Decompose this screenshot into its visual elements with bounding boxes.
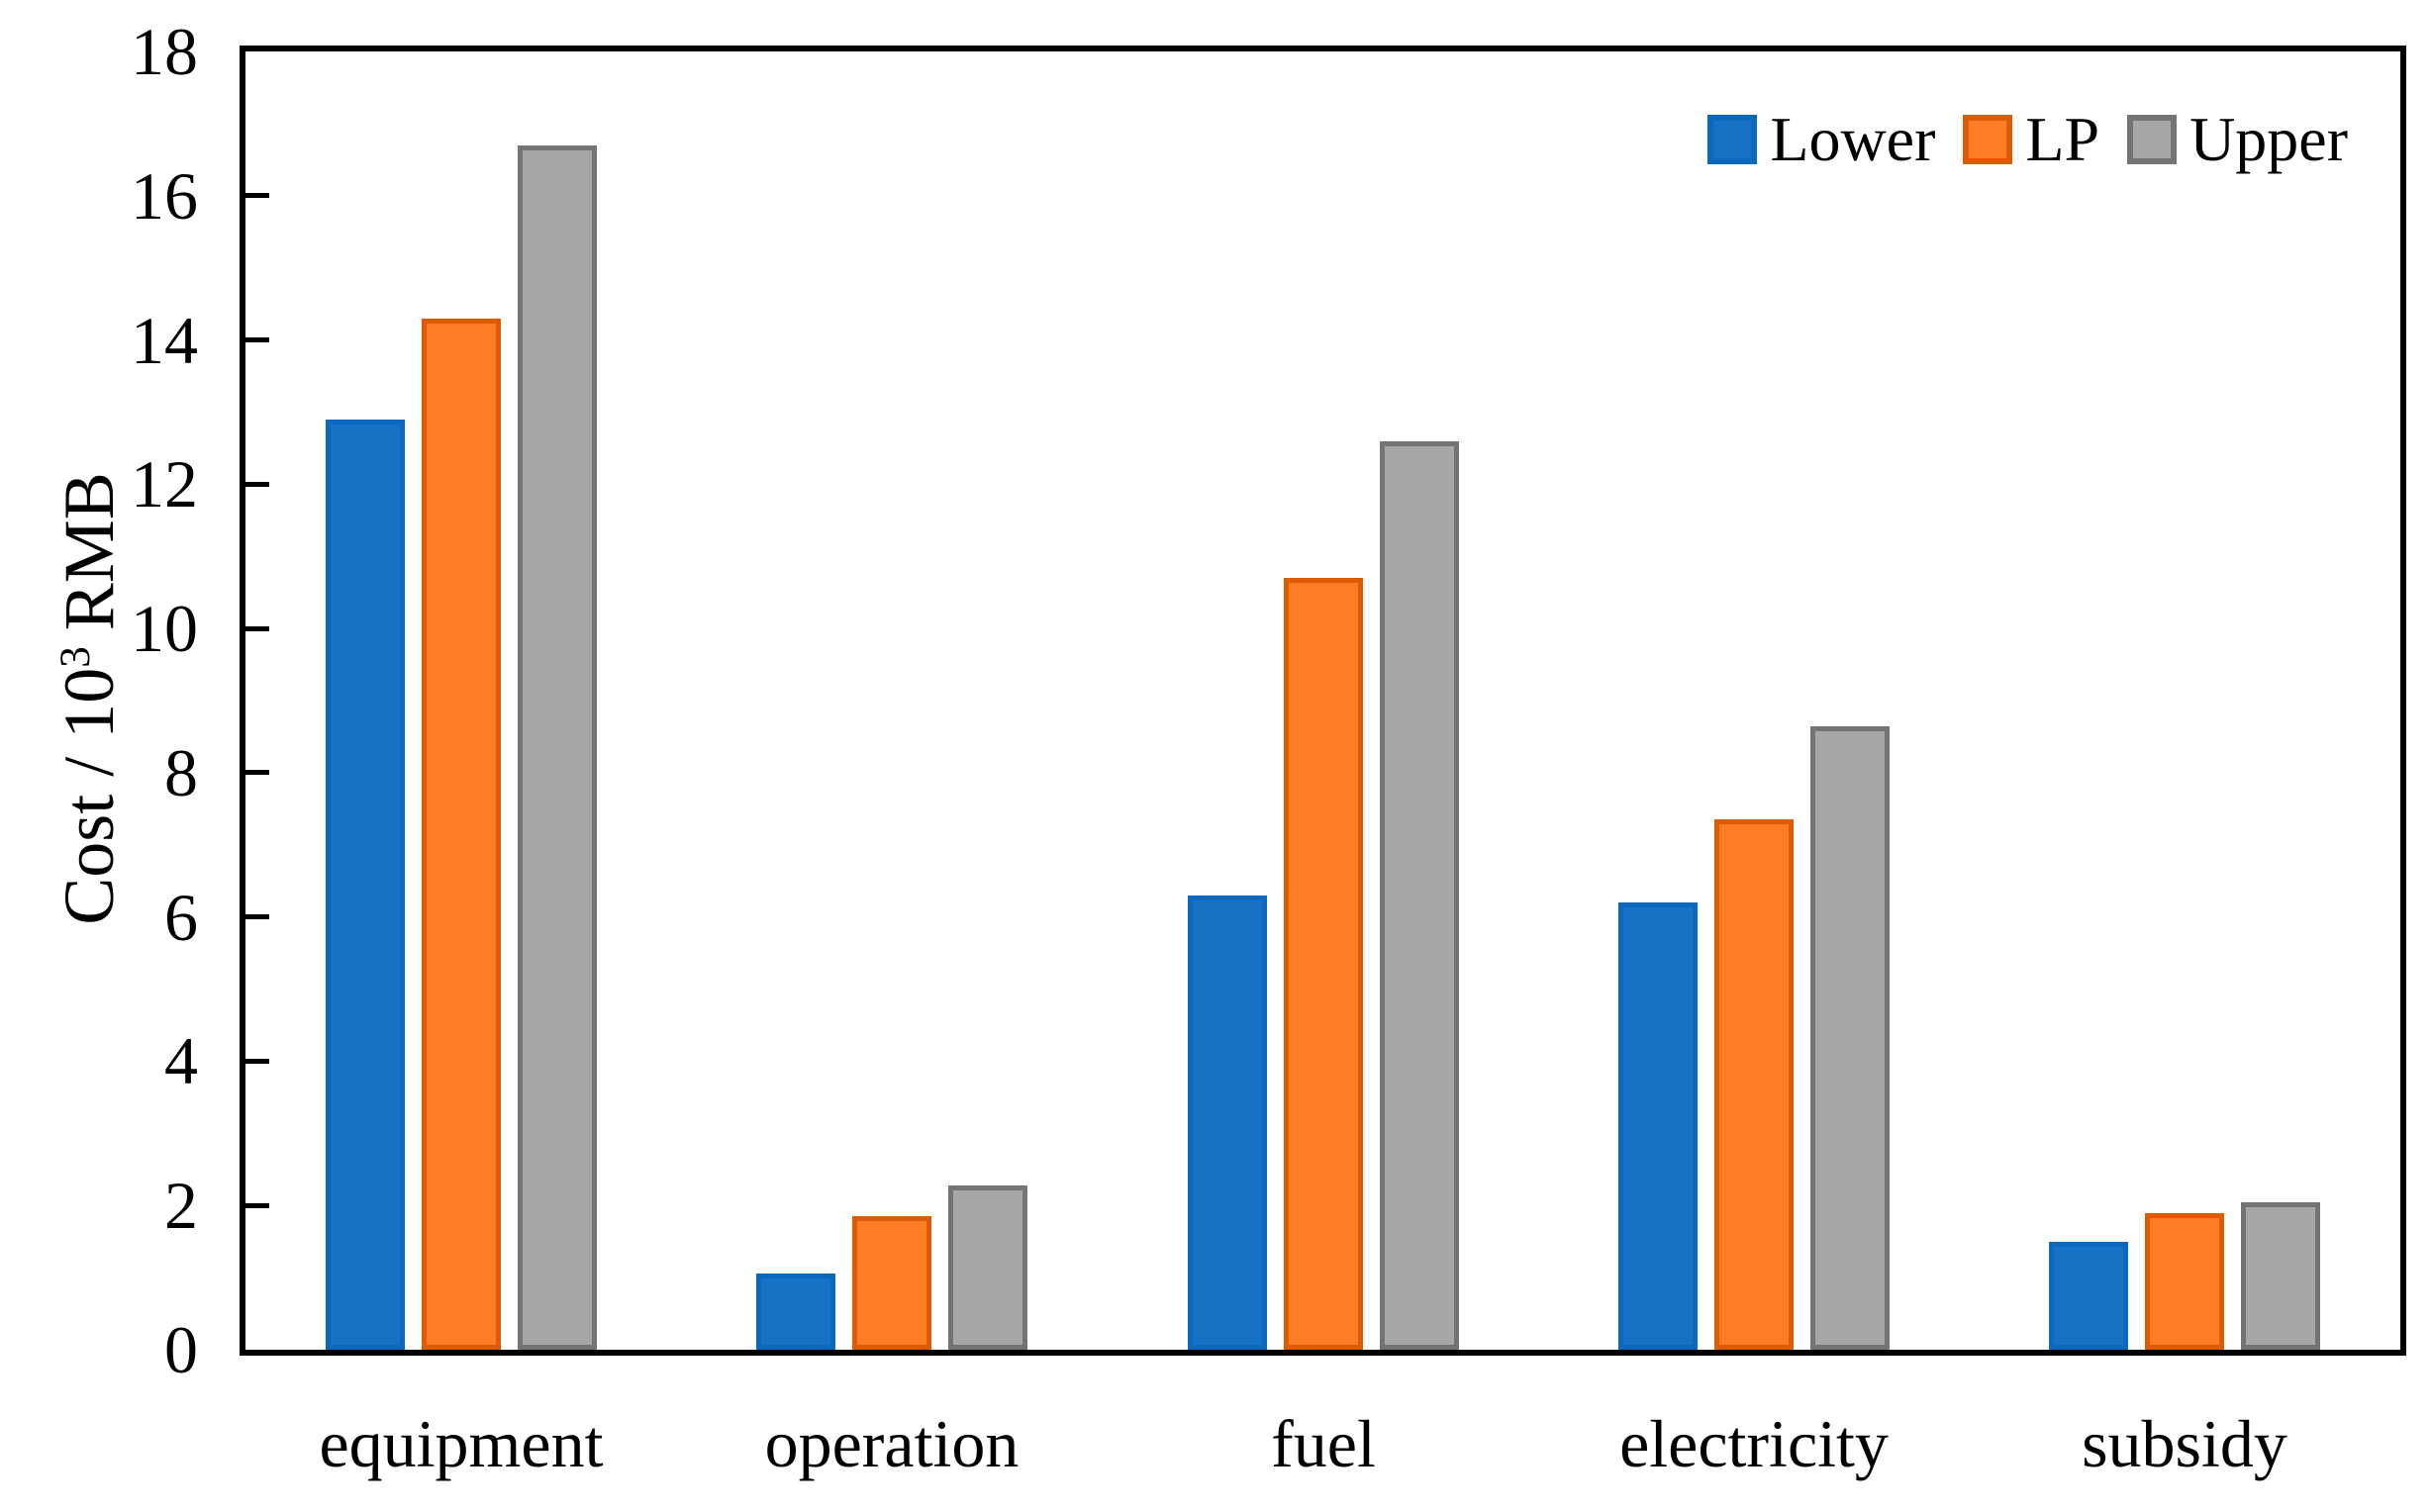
y-axis-title: Cost / 103RMB bbox=[45, 303, 134, 1094]
bar-fuel-lower bbox=[1188, 896, 1267, 1350]
legend-item-lower: Lower bbox=[1707, 103, 1935, 176]
bar-operation-upper bbox=[948, 1185, 1027, 1350]
tick-mark-6 bbox=[245, 914, 269, 919]
category-label-electricity: electricity bbox=[1619, 1406, 1889, 1481]
legend-label-lp: LP bbox=[2025, 104, 2100, 174]
category-label-equipment: equipment bbox=[319, 1406, 604, 1481]
bar-subsidy-lower bbox=[2049, 1242, 2128, 1350]
tick-label-4: 4 bbox=[164, 1023, 198, 1098]
tick-label-6: 6 bbox=[164, 880, 198, 955]
legend-swatch-lower bbox=[1707, 115, 1758, 164]
legend-swatch-upper bbox=[2127, 115, 2178, 164]
bar-fuel-lp bbox=[1284, 578, 1363, 1350]
tick-label-18: 18 bbox=[131, 14, 198, 89]
bar-electricity-lower bbox=[1618, 902, 1698, 1350]
category-label-fuel: fuel bbox=[1271, 1406, 1376, 1481]
bar-subsidy-lp bbox=[2145, 1213, 2224, 1350]
bar-electricity-lp bbox=[1714, 819, 1794, 1350]
legend: Lower LP Upper bbox=[1707, 103, 2348, 176]
tick-mark-16 bbox=[245, 193, 269, 198]
tick-label-14: 14 bbox=[131, 303, 198, 378]
tick-label-0: 0 bbox=[164, 1312, 198, 1387]
tick-mark-14 bbox=[245, 337, 269, 342]
bar-equipment-lp bbox=[422, 319, 501, 1350]
legend-label-upper: Upper bbox=[2189, 104, 2348, 174]
tick-mark-4 bbox=[245, 1059, 269, 1064]
legend-label-lower: Lower bbox=[1770, 104, 1936, 174]
tick-label-8: 8 bbox=[164, 735, 198, 810]
category-label-operation: operation bbox=[764, 1406, 1020, 1481]
tick-mark-10 bbox=[245, 626, 269, 631]
legend-item-upper: Upper bbox=[2127, 103, 2348, 176]
bar-subsidy-upper bbox=[2241, 1202, 2320, 1350]
tick-mark-8 bbox=[245, 770, 269, 775]
tick-label-2: 2 bbox=[164, 1168, 198, 1243]
bar-equipment-upper bbox=[518, 145, 597, 1350]
tick-mark-12 bbox=[245, 482, 269, 487]
bar-equipment-lower bbox=[326, 420, 405, 1350]
tick-label-10: 10 bbox=[131, 591, 198, 666]
bar-electricity-upper bbox=[1810, 726, 1890, 1350]
legend-item-lp: LP bbox=[1963, 103, 2099, 176]
tick-label-16: 16 bbox=[131, 158, 198, 234]
legend-swatch-lp bbox=[1963, 115, 2013, 164]
plot-area bbox=[240, 46, 2406, 1356]
category-label-subsidy: subsidy bbox=[2082, 1406, 2287, 1481]
bar-fuel-upper bbox=[1380, 441, 1459, 1350]
tick-label-12: 12 bbox=[131, 446, 198, 521]
tick-mark-2 bbox=[245, 1203, 269, 1208]
bar-operation-lp bbox=[852, 1216, 931, 1350]
bar-operation-lower bbox=[756, 1274, 835, 1350]
